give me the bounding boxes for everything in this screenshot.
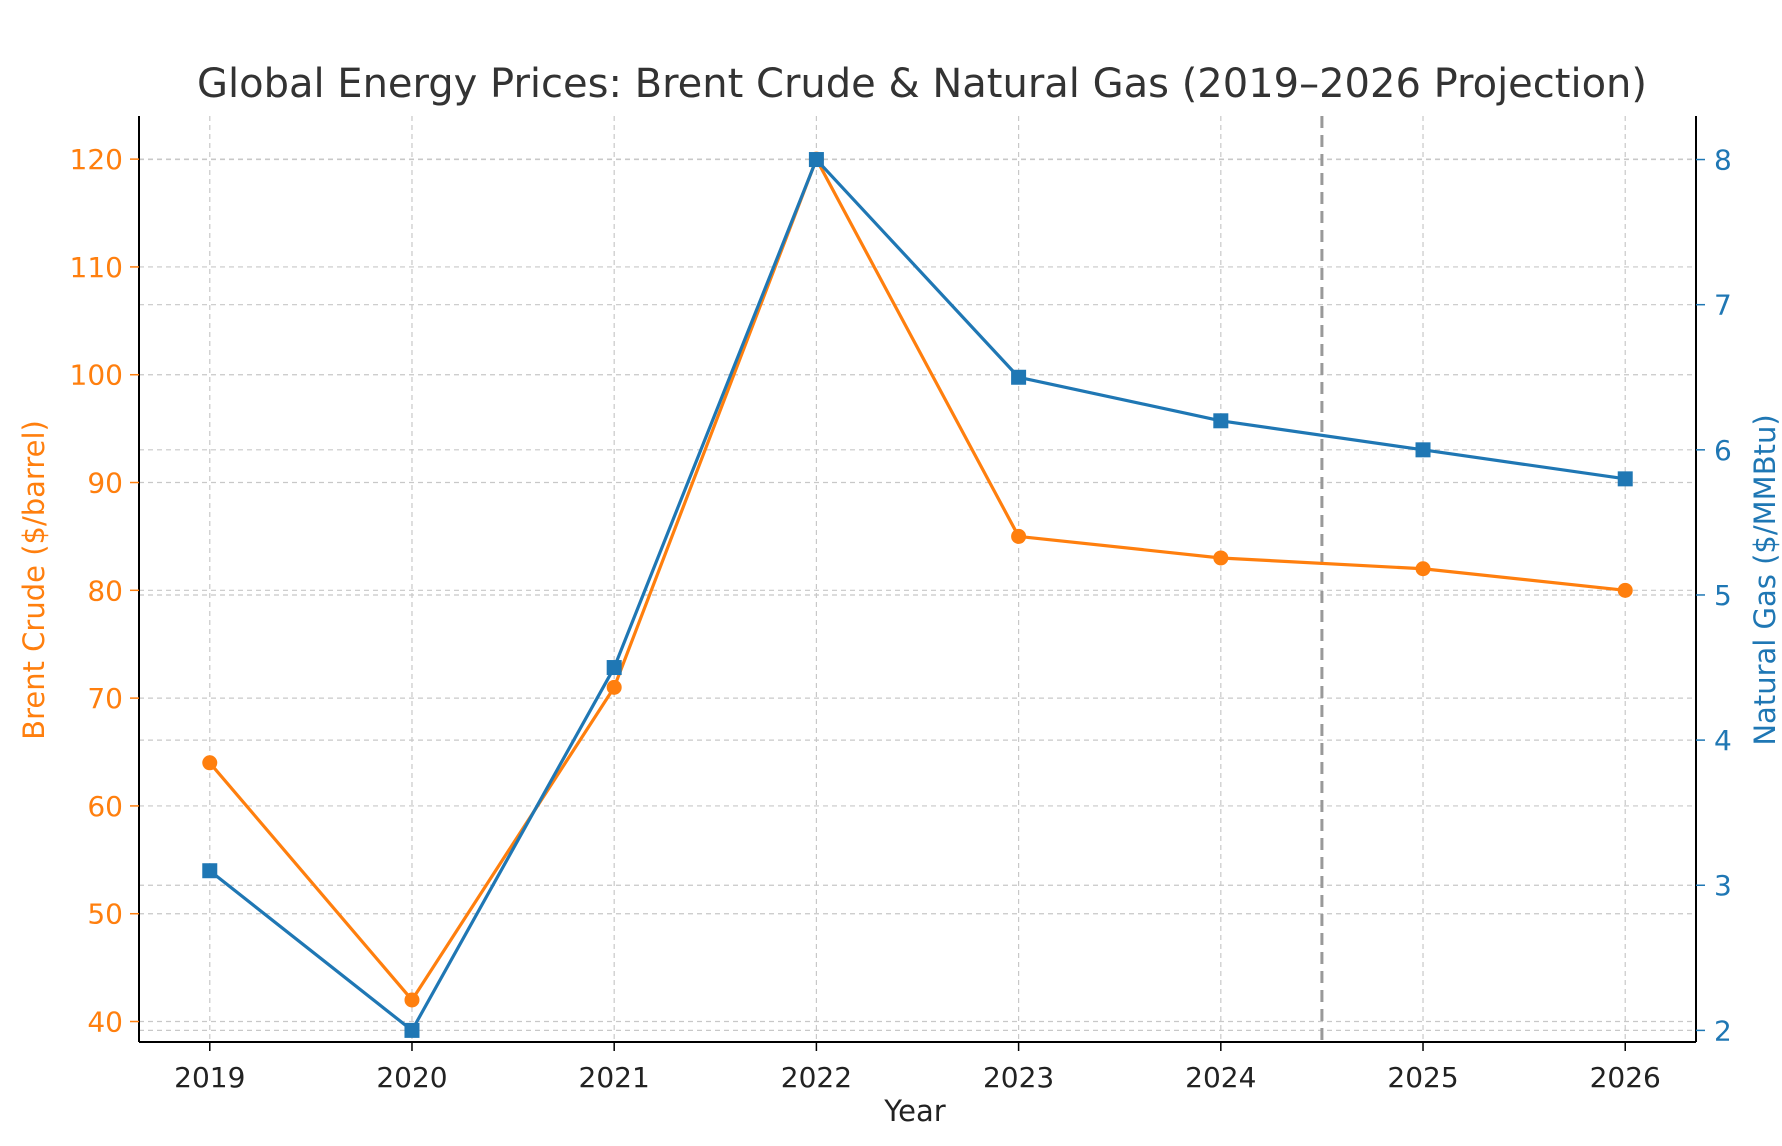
chart-title: Global Energy Prices: Brent Crude & Natu… (197, 61, 1647, 107)
y-right-tick-label-4: 4 (1714, 724, 1732, 757)
x-tick-label-2020: 2020 (376, 1061, 447, 1094)
data-point-right-2022 (808, 152, 824, 168)
y-right-tick-label-5: 5 (1714, 579, 1732, 612)
series-line-left (208, 157, 1627, 1002)
x-tick-label-2026: 2026 (1590, 1061, 1661, 1094)
data-point-left-2019 (202, 755, 218, 771)
data-point-left-2024 (1213, 550, 1229, 566)
x-tick-label-2025: 2025 (1387, 1061, 1458, 1094)
x-axis-ticks: 2019 2020 2021 2022 2023 2024 2025 2026 (174, 1042, 1661, 1094)
data-point-right-2019 (202, 863, 218, 879)
y-left-tick-label-110: 110 (70, 251, 123, 284)
y-left-tick-label-100: 100 (70, 359, 123, 392)
series-line-right (208, 157, 1627, 1032)
y-left-tick-label-70: 70 (87, 682, 123, 715)
y-left-tick-label-80: 80 (87, 574, 123, 607)
y-left-tick-label-50: 50 (87, 898, 123, 931)
y-left-axis-label: Brent Crude ($/barrel) (17, 420, 51, 740)
y-left-tick-label-40: 40 (87, 1006, 123, 1039)
data-point-left-2023 (1011, 528, 1027, 544)
x-tick-label-2019: 2019 (174, 1061, 245, 1094)
data-point-right-2021 (606, 660, 622, 676)
y-left-tick-label-90: 90 (87, 467, 123, 500)
data-point-left-2021 (606, 679, 622, 695)
x-tick-label-2021: 2021 (579, 1061, 650, 1094)
data-point-right-2023 (1011, 369, 1027, 385)
data-point-left-2025 (1415, 561, 1431, 577)
y-right-axis-ticks: 2 3 4 5 6 7 8 (1696, 144, 1732, 1047)
y-right-tick-label-7: 7 (1714, 289, 1732, 322)
y-left-axis-ticks: 40 50 60 70 80 90 100 110 120 (70, 143, 139, 1039)
data-point-right-2025 (1415, 442, 1431, 458)
series-layer (202, 151, 1633, 1038)
y-right-tick-label-3: 3 (1714, 869, 1732, 902)
x-tick-label-2023: 2023 (983, 1061, 1054, 1094)
y-left-tick-label-60: 60 (87, 790, 123, 823)
data-point-right-2024 (1213, 413, 1229, 429)
y-right-tick-label-8: 8 (1714, 144, 1732, 177)
y-right-tick-label-2: 2 (1714, 1014, 1732, 1047)
x-tick-label-2022: 2022 (781, 1061, 852, 1094)
x-axis-label: Year (883, 1094, 945, 1128)
grid (139, 116, 1696, 1042)
y-right-axis-label: Natural Gas ($/MMBtu) (1748, 414, 1782, 745)
y-right-tick-label-6: 6 (1714, 434, 1732, 467)
data-point-right-2020 (404, 1022, 420, 1038)
x-tick-label-2024: 2024 (1185, 1061, 1256, 1094)
data-point-left-2026 (1617, 582, 1633, 598)
data-point-right-2026 (1617, 471, 1633, 487)
y-left-tick-label-120: 120 (70, 143, 123, 176)
data-point-left-2020 (404, 992, 420, 1008)
